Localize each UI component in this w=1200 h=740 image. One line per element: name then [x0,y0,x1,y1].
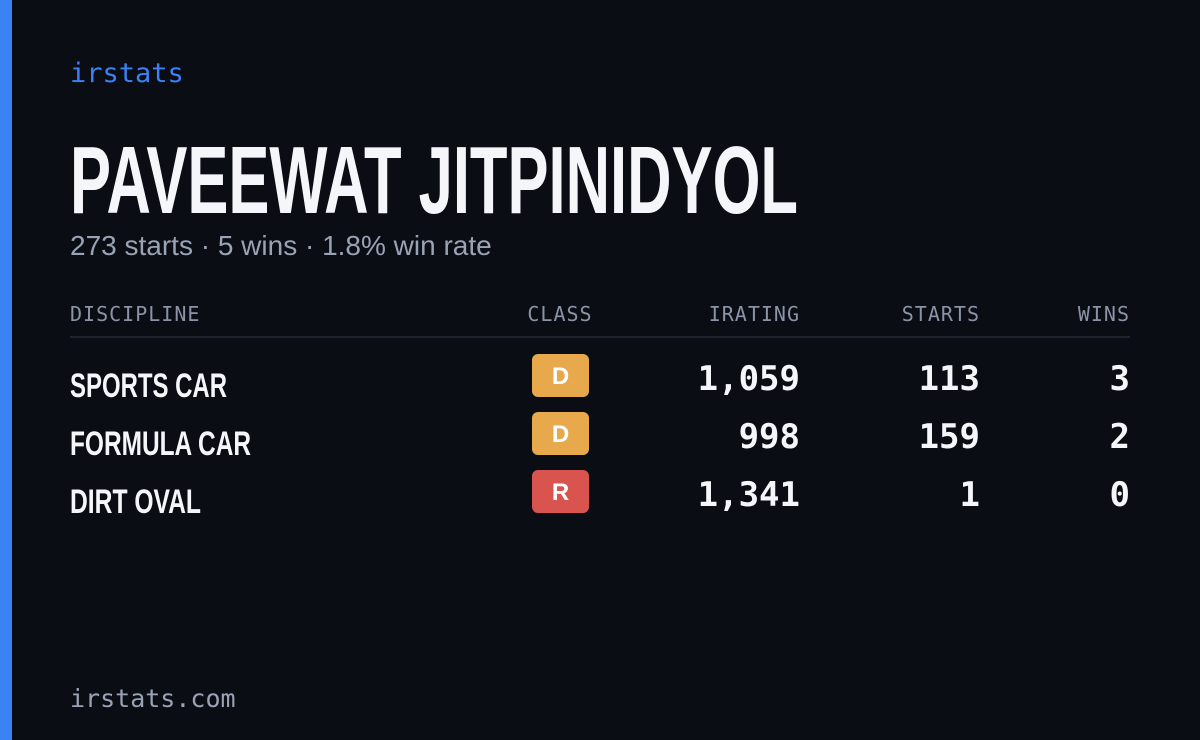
accent-bar [0,0,12,740]
class-letter: R [552,479,569,506]
class-badge [532,412,589,455]
column-header: STARTS [902,302,980,326]
class-badge [532,354,589,397]
brand: irstats [70,58,184,89]
wins-value: 3 [1110,359,1130,399]
wins-value: 0 [1110,475,1130,515]
discipline: FORMULA CAR [70,425,251,463]
class-letter: D [552,421,569,448]
irating-value: 1,059 [698,359,800,399]
wins-value: 2 [1110,417,1130,457]
driver-name: PAVEEWAT JITPINIDYOL [70,127,798,234]
discipline: DIRT OVAL [70,483,201,521]
starts-value: 159 [919,417,980,457]
class-letter: D [552,363,569,390]
column-header: DISCIPLINE [70,302,200,326]
discipline: SPORTS CAR [70,367,227,405]
irating-value: 998 [739,417,800,457]
starts-value: 113 [919,359,980,399]
summary: 273 starts · 5 wins · 1.8% win rate [70,230,492,261]
column-header: IRATING [709,302,800,326]
column-header: WINS [1078,302,1130,326]
footer-url: irstats.com [70,684,236,713]
class-badge [532,470,589,513]
irating-value: 1,341 [698,475,800,515]
column-header: CLASS [527,302,592,326]
starts-value: 1 [960,475,980,515]
